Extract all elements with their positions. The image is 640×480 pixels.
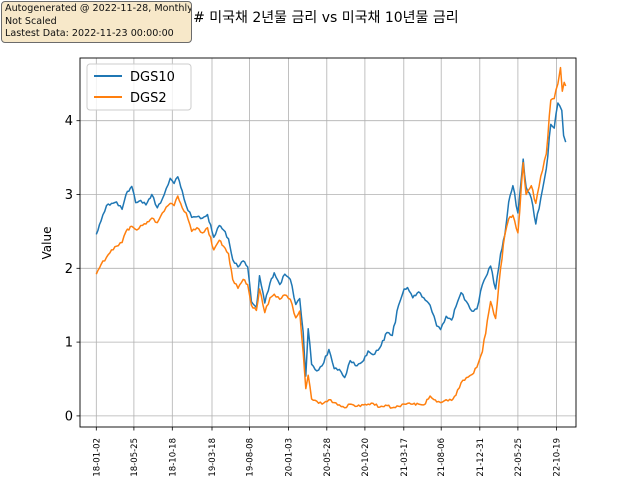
y-axis-label: Value <box>40 227 54 260</box>
legend: DGS10 DGS2 <box>86 63 192 111</box>
series-line-dgs2 <box>95 66 567 409</box>
x-tick-label: 21-12-31 <box>476 438 486 477</box>
x-tick-label: 21-08-06 <box>437 438 447 477</box>
plot-frame <box>79 57 577 428</box>
y-tick-label: 4 <box>65 114 73 129</box>
legend-label-dgs2: DGS2 <box>130 91 167 106</box>
autogenerated-annotation: Autogenerated @ 2022-11-28, Monthly Not … <box>1 1 192 43</box>
x-axis: 18-01-02 18-05-25 18-10-18 19-03-18 19-08-08… <box>92 427 563 477</box>
x-tick-label: 22-05-25 <box>514 438 524 477</box>
x-tick-label: 19-08-08 <box>246 438 256 477</box>
series-lines <box>95 66 567 409</box>
x-tick-label: 22-10-19 <box>553 438 563 477</box>
annotation-line-3: Lastest Data: 2022-11-23 00:00:00 <box>5 28 174 40</box>
annotation-line-1: Autogenerated @ 2022-11-28, Monthly <box>5 3 192 14</box>
annotation-line-2: Not Scaled <box>5 15 57 27</box>
x-tick-label: 18-05-25 <box>130 438 140 477</box>
y-tick-label: 1 <box>65 336 73 351</box>
x-tick-label: 21-03-17 <box>400 438 410 477</box>
y-axis: 0 1 2 3 4 <box>65 114 80 424</box>
x-tick-label: 18-01-02 <box>92 438 102 477</box>
y-tick-label: 0 <box>65 409 73 424</box>
y-tick-label: 3 <box>65 188 73 203</box>
legend-label-dgs10: DGS10 <box>130 70 175 85</box>
x-tick-label: 19-03-18 <box>208 438 218 477</box>
x-tick-label: 18-10-18 <box>168 438 178 477</box>
x-tick-label: 20-01-03 <box>284 438 294 477</box>
x-tick-label: 20-10-20 <box>361 438 371 477</box>
x-tick-label: 20-05-28 <box>323 438 333 477</box>
grid <box>80 58 576 427</box>
y-tick-label: 2 <box>65 262 73 277</box>
chart-title: ## 미국채 2년물 금리 vs 미국채 10년물 금리 <box>181 10 458 26</box>
series-line-dgs10 <box>95 102 567 379</box>
